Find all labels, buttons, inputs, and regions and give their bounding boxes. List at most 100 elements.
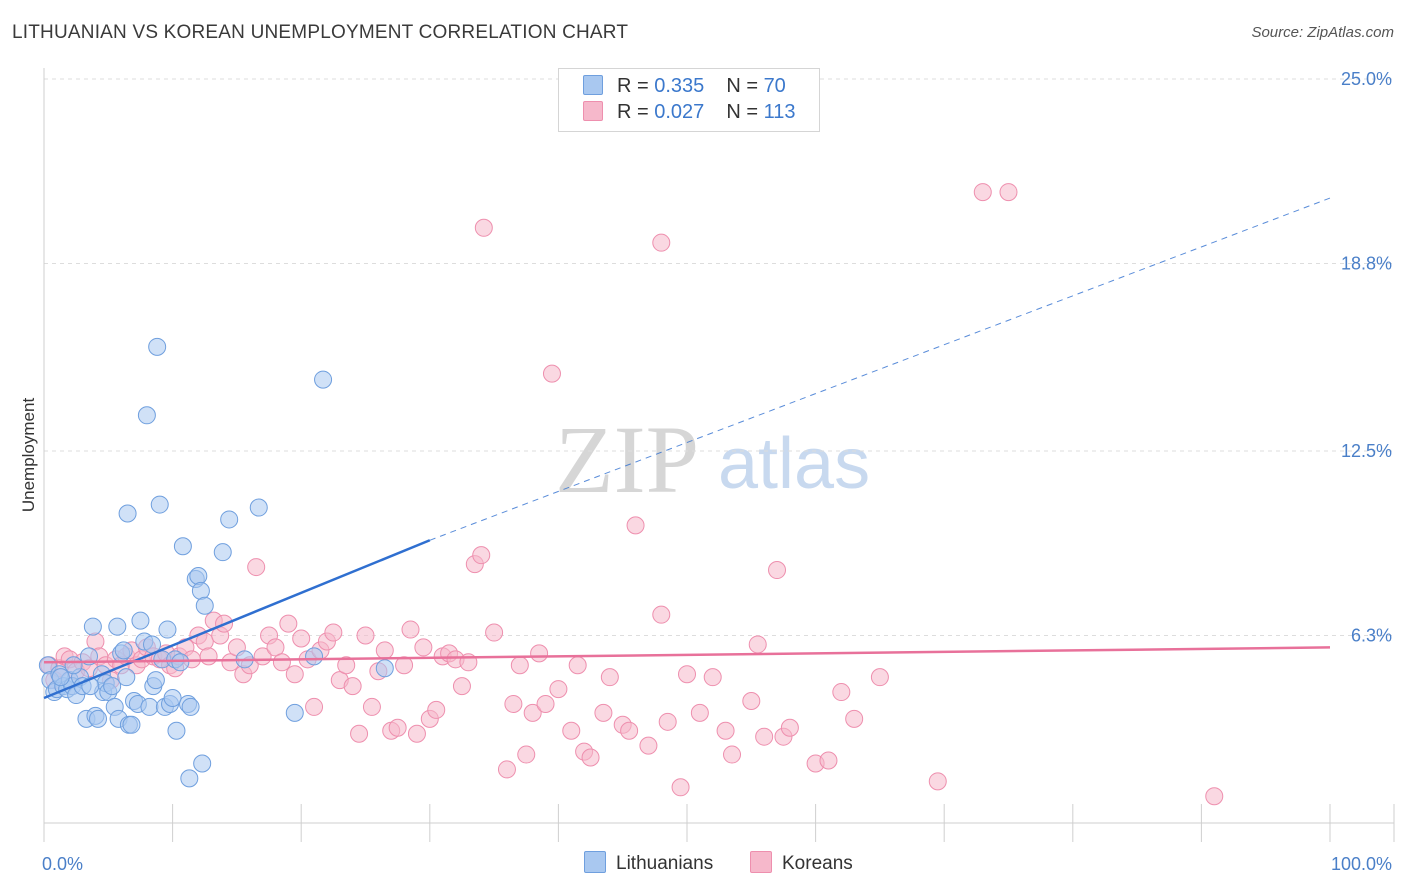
korean-point <box>266 638 285 657</box>
korean-point <box>401 620 420 639</box>
korean-point <box>819 751 838 770</box>
lithuanian-point <box>146 671 165 690</box>
lithuanian-points <box>38 337 394 788</box>
korean-point <box>497 760 516 779</box>
korean-point <box>1205 787 1224 806</box>
korean-point <box>568 656 587 675</box>
legend-r-value: 0.335 <box>654 75 705 97</box>
lithuanian-point <box>173 537 192 556</box>
watermark-atlas: atlas <box>718 424 870 504</box>
lithuanian-point <box>314 370 333 389</box>
korean-point <box>845 709 864 728</box>
lithuanian-point <box>122 715 141 734</box>
korean-point <box>768 561 787 580</box>
lithuanian-point <box>114 641 133 660</box>
korean-point <box>279 614 298 633</box>
lithuanian-point <box>195 596 214 615</box>
lithuanian-point <box>220 510 239 529</box>
korean-point <box>620 721 639 740</box>
lithuanian-point <box>191 581 210 600</box>
legend-r-label: R = <box>617 101 655 123</box>
tick-labels: 6.3% 12.5% 18.8% 25.0% 0.0% 100.0% <box>42 69 1392 874</box>
lithuanian-trend-extension <box>429 197 1331 541</box>
source-label: Source: ZipAtlas.com <box>1251 24 1394 41</box>
korean-point <box>362 697 381 716</box>
korean-point <box>671 778 690 797</box>
legend-item-lithuanians: Lithuanians <box>584 851 713 875</box>
korean-point <box>703 668 722 687</box>
legend-label-lithuanians: Lithuanians <box>616 853 714 874</box>
korean-point <box>375 641 394 660</box>
x-tick-label: 100.0% <box>1331 854 1392 874</box>
lithuanian-point <box>131 611 150 630</box>
korean-point <box>690 703 709 722</box>
korean-point <box>292 629 311 648</box>
lithuanian-point <box>158 620 177 639</box>
lithuanian-point <box>167 721 186 740</box>
lithuanian-point <box>83 617 102 636</box>
korean-point <box>973 183 992 202</box>
lithuanian-point <box>213 543 232 562</box>
legend-n-value: 70 <box>763 75 786 97</box>
korean-point <box>999 183 1018 202</box>
korean-point <box>523 703 542 722</box>
watermark-zip: ZIP <box>555 406 699 513</box>
korean-point <box>928 772 947 791</box>
y-tick-label: 25.0% <box>1341 69 1392 89</box>
korean-point <box>343 677 362 696</box>
legend-row-koreans: R = 0.027 N = 113 <box>583 101 795 127</box>
korean-point <box>723 745 742 764</box>
gridlines <box>44 78 1394 637</box>
lithuanian-point <box>118 504 137 523</box>
korean-point <box>414 638 433 657</box>
lithuanian-point <box>163 689 182 708</box>
korean-point <box>870 668 889 687</box>
legend-n-label: N = <box>726 101 764 123</box>
lithuanian-point <box>189 566 208 585</box>
lithuanian-point <box>89 709 108 728</box>
lithuanian-point <box>150 495 169 514</box>
correlation-legend: R = 0.335 N = 70 R = 0.027 N = 113 <box>558 68 820 132</box>
watermark: ZIP atlas <box>555 406 870 513</box>
korean-point <box>562 721 581 740</box>
korean-point <box>395 656 414 675</box>
lithuanian-point <box>193 754 212 773</box>
korean-point <box>742 691 761 710</box>
lithuanian-point <box>305 647 324 666</box>
korean-point <box>716 721 735 740</box>
lithuanian-point <box>181 697 200 716</box>
lithuanian-point <box>249 498 268 517</box>
korean-point <box>832 683 851 702</box>
y-axis-title: Unemployment <box>19 398 38 513</box>
axes <box>43 68 1395 842</box>
korean-point <box>652 605 671 624</box>
korean-point <box>536 694 555 713</box>
chart-title: LITHUANIAN VS KOREAN UNEMPLOYMENT CORREL… <box>12 22 629 43</box>
korean-point <box>305 697 324 716</box>
korean-point <box>549 680 568 699</box>
y-tick-label: 6.3% <box>1351 626 1392 646</box>
lithuanian-point <box>64 656 83 675</box>
korean-point <box>510 656 529 675</box>
lithuanian-swatch <box>584 851 606 873</box>
korean-point <box>247 558 266 577</box>
korean-point <box>285 665 304 684</box>
lithuanian-point <box>171 653 190 672</box>
trend-lines <box>43 197 1331 700</box>
lithuanian-trend-line <box>43 539 431 700</box>
lithuanian-point <box>148 337 167 356</box>
legend-label-koreans: Koreans <box>782 853 853 874</box>
korean-swatch <box>583 101 603 121</box>
lithuanian-point <box>285 703 304 722</box>
y-tick-label: 18.8% <box>1341 254 1392 274</box>
korean-point <box>485 623 504 642</box>
lithuanian-point <box>51 668 70 687</box>
korean-swatch <box>750 851 772 873</box>
korean-point <box>594 703 613 722</box>
korean-point <box>272 653 291 672</box>
lithuanian-point <box>375 659 394 678</box>
lithuanian-swatch <box>583 75 603 95</box>
korean-point <box>356 626 375 645</box>
lithuanian-point <box>117 668 136 687</box>
